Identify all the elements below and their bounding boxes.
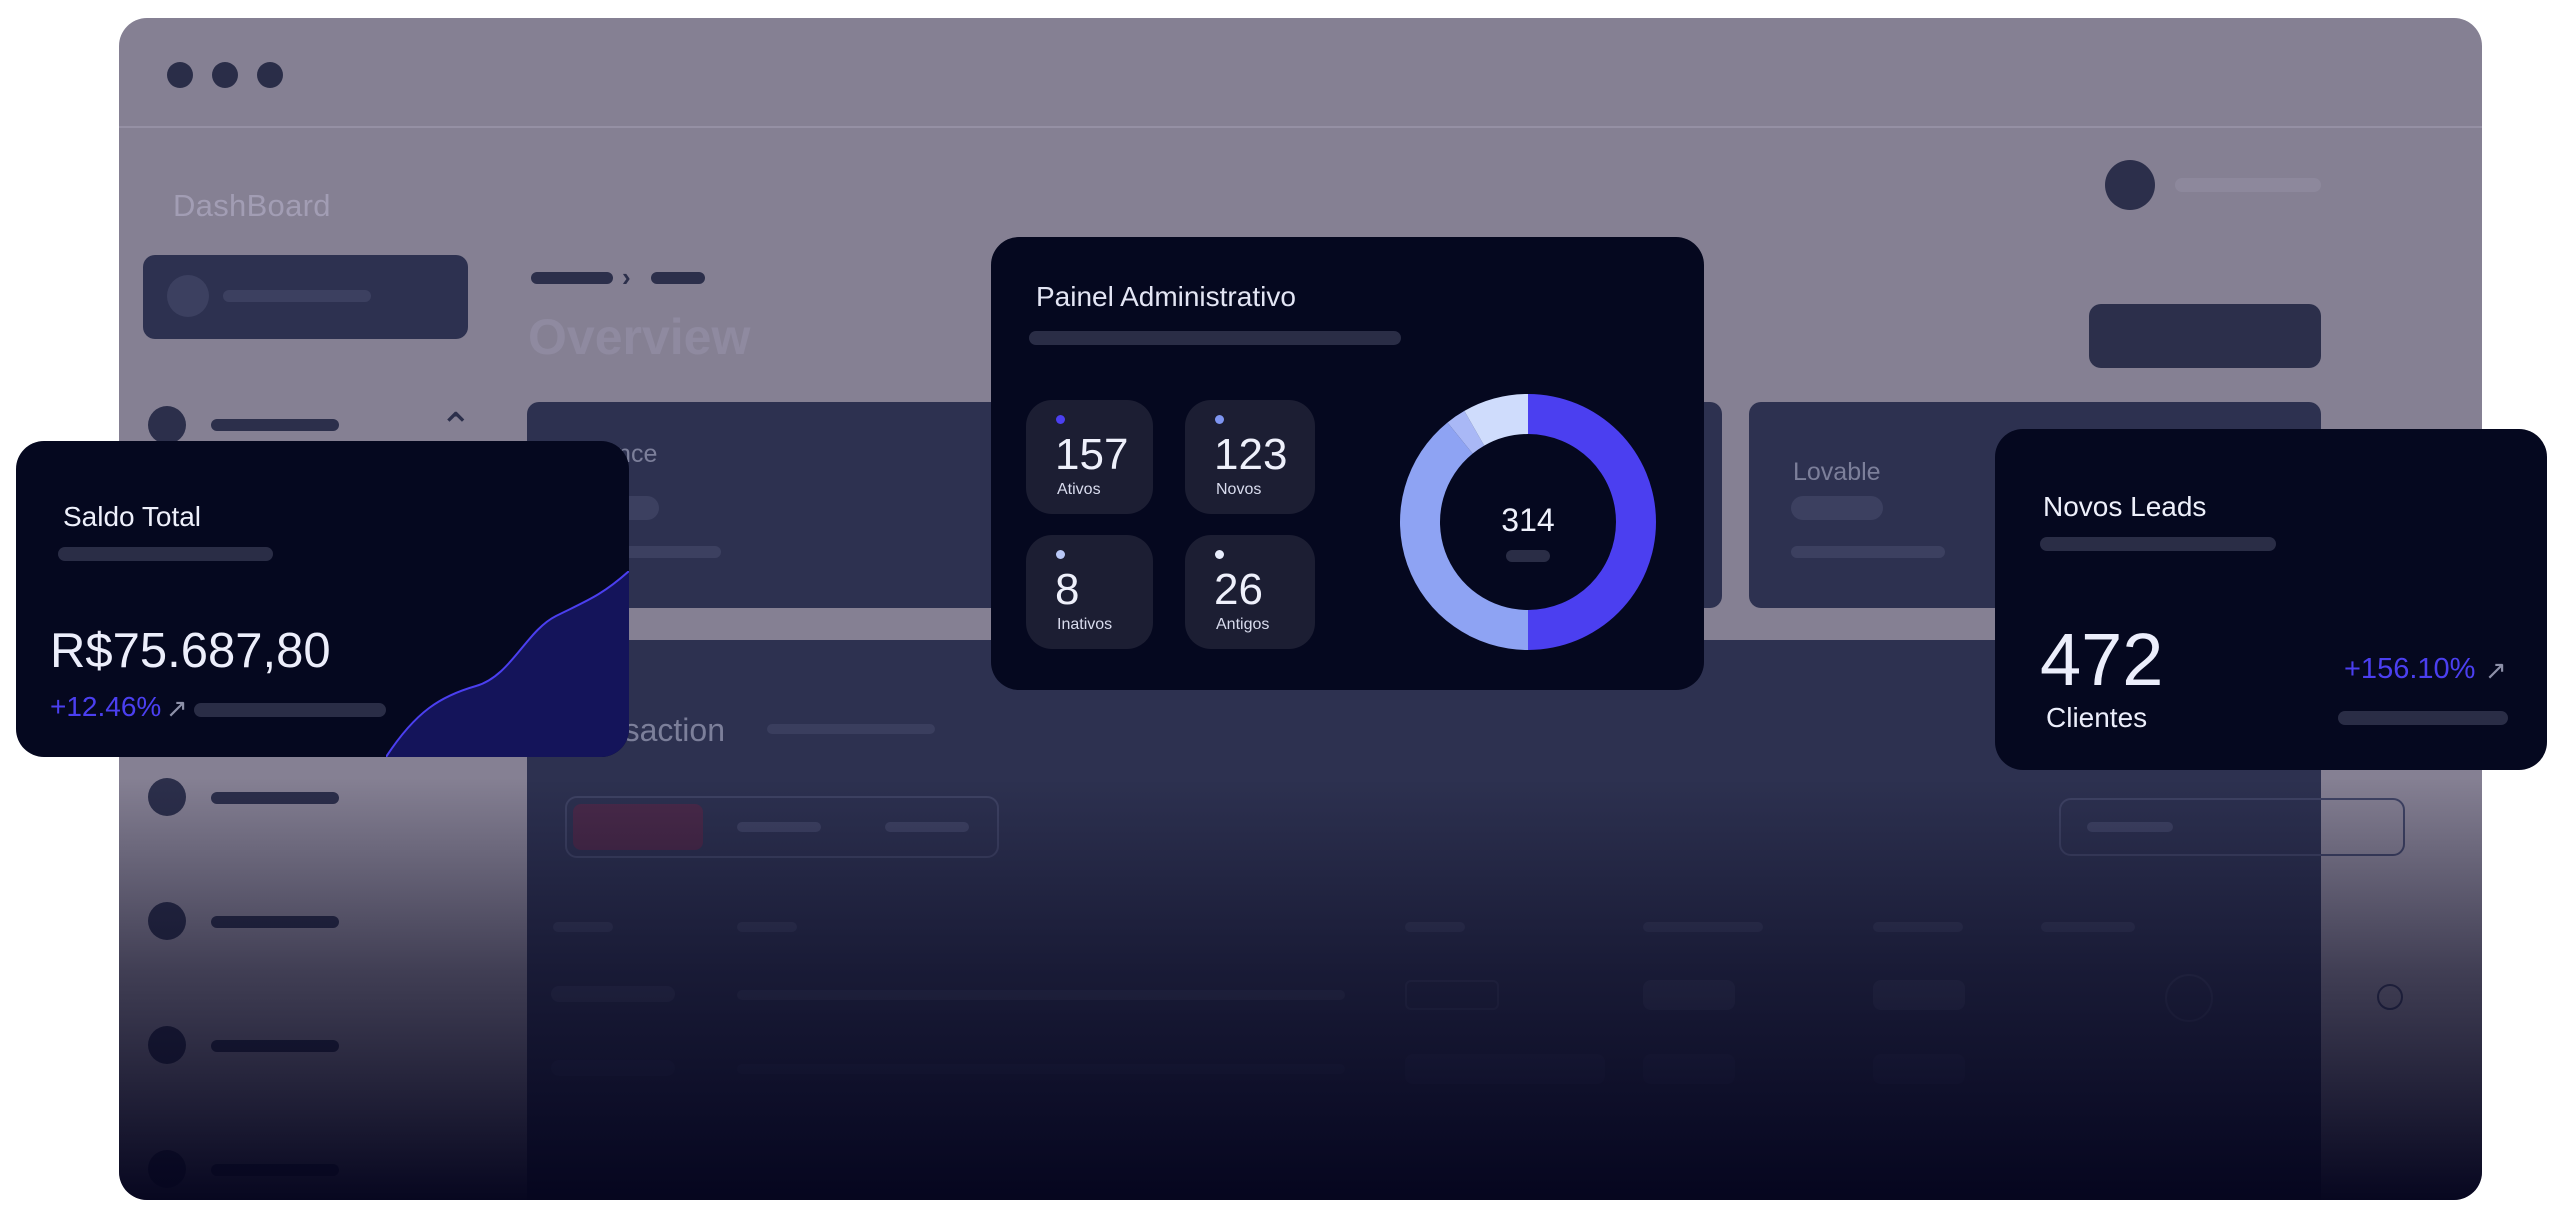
balance-area-chart	[386, 571, 629, 757]
card-title: Novos Leads	[2043, 491, 2207, 522]
balance-amount: R$75.687,80	[50, 624, 331, 678]
stat-value: 8	[1055, 565, 1080, 614]
legend-dot	[1215, 415, 1224, 424]
leads-unit: Clientes	[2046, 702, 2148, 733]
arrow-up-right-icon: ↗	[166, 693, 188, 723]
stat-label: Inativos	[1057, 616, 1113, 633]
leads-value: 472	[2040, 618, 2164, 701]
donut-slices	[1400, 394, 1656, 650]
stat-value: 157	[1055, 430, 1129, 479]
stat-value: 26	[1214, 565, 1263, 614]
stat-label: Novos	[1216, 481, 1262, 498]
stat-value: 123	[1214, 430, 1288, 479]
donut-slice-inativos[interactable]	[1447, 410, 1485, 454]
saldo-total-card: Saldo Total R$75.687,80 +12.46% ↗	[16, 441, 629, 757]
area-fill	[386, 571, 629, 757]
summary-card-label: Lovable	[1793, 458, 1881, 486]
window-titlebar	[119, 18, 2482, 128]
donut-total: 314	[1501, 502, 1554, 538]
arrow-up-right-icon: ↗	[2485, 655, 2507, 685]
area-line	[386, 571, 629, 757]
admin-panel-card: Painel Administrativo 157 Ativos 123 Nov…	[991, 237, 1704, 690]
stat-tile-antigos[interactable]: 26 Antigos	[1185, 535, 1315, 649]
page-title: Overview	[528, 309, 751, 365]
card-title: Painel Administrativo	[1036, 281, 1296, 312]
text-placeholder	[2338, 711, 2508, 725]
user-name-placeholder	[2175, 178, 2321, 192]
donut-slice-novos[interactable]	[1400, 422, 1528, 650]
window-minimize-dot[interactable]	[212, 62, 238, 88]
value-placeholder	[1791, 496, 1883, 520]
sidebar-icon	[167, 275, 209, 317]
primary-action-button[interactable]	[2089, 304, 2321, 368]
subtitle-placeholder	[58, 547, 273, 561]
chevron-right-icon: ›	[622, 262, 631, 292]
customer-donut-chart: 314	[1400, 394, 1656, 650]
leads-change: +156.10%	[2344, 653, 2476, 685]
stat-tile-novos[interactable]: 123 Novos	[1185, 400, 1315, 514]
donut-subtitle-placeholder	[1506, 550, 1550, 562]
donut-slice-antigos[interactable]	[1464, 394, 1528, 446]
novos-leads-card: Novos Leads 472 Clientes +156.10% ↗	[1995, 429, 2547, 770]
breadcrumb-item[interactable]	[651, 272, 705, 284]
donut-slice-ativos[interactable]	[1528, 394, 1656, 650]
subtitle-placeholder	[1029, 331, 1401, 345]
user-avatar[interactable]	[2105, 160, 2155, 210]
breadcrumb-item[interactable]	[531, 272, 613, 284]
stat-label: Ativos	[1057, 481, 1101, 498]
stat-tile-ativos[interactable]: 157 Ativos	[1026, 400, 1153, 514]
window-maximize-dot[interactable]	[257, 62, 283, 88]
sidebar-label-placeholder	[223, 290, 371, 302]
text-placeholder	[194, 703, 386, 717]
sidebar-item-active[interactable]	[143, 255, 468, 339]
stat-label: Antigos	[1216, 616, 1270, 633]
legend-dot	[1215, 550, 1224, 559]
balance-change: +12.46%	[50, 691, 162, 722]
subtitle-placeholder	[2040, 537, 2276, 551]
legend-dot	[1056, 415, 1065, 424]
sidebar-label-placeholder	[211, 419, 339, 431]
stat-tile-inativos[interactable]: 8 Inativos	[1026, 535, 1153, 649]
brand-name: DashBoard	[173, 188, 331, 223]
bottom-fade-overlay	[119, 778, 2482, 1200]
card-title: Saldo Total	[63, 501, 202, 532]
text-placeholder	[767, 724, 935, 734]
sidebar-icon[interactable]	[148, 406, 186, 444]
legend-dot	[1056, 550, 1065, 559]
text-placeholder	[1791, 546, 1945, 558]
window-close-dot[interactable]	[167, 62, 193, 88]
